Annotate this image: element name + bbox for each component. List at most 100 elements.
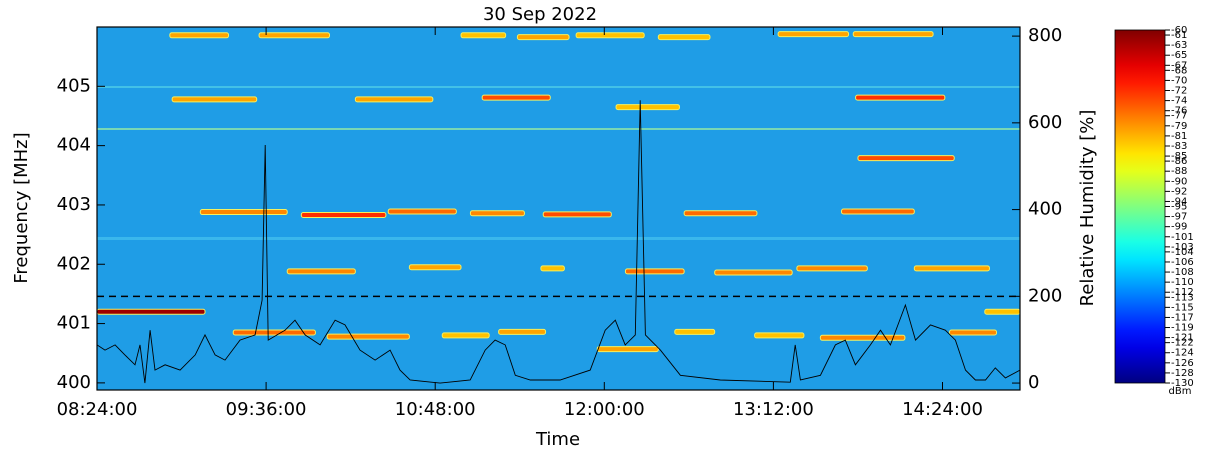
colorbar-tick-label: -112 xyxy=(1171,287,1194,298)
y-tick-label: 402 xyxy=(57,253,91,274)
signal xyxy=(97,308,206,315)
signal xyxy=(857,155,955,162)
colorbar-tick-label: -81 xyxy=(1171,131,1187,142)
colorbar-tick-label: -104 xyxy=(1171,247,1194,258)
colorbar-tick-label: -61 xyxy=(1171,30,1187,41)
signal xyxy=(777,31,850,38)
x-tick-label: 12:00:00 xyxy=(564,399,645,420)
colorbar-tick-label: -68 xyxy=(1171,65,1187,76)
colorbar-tick-label: -113 xyxy=(1171,292,1194,303)
colorbar-tick-label: -117 xyxy=(1171,312,1194,323)
y-tick-label: 400 xyxy=(57,372,91,393)
colorbar-tick-label: -60 xyxy=(1171,25,1187,36)
signal xyxy=(624,268,685,275)
signal xyxy=(852,31,934,38)
colorbar-tick-label: -110 xyxy=(1171,277,1194,288)
signal xyxy=(913,265,990,272)
signal xyxy=(575,32,645,39)
signal xyxy=(408,264,462,271)
colorbar-tick-label: -99 xyxy=(1171,222,1187,233)
signal xyxy=(169,32,230,39)
colorbar-tick-label: -95 xyxy=(1171,202,1187,213)
colorbar-tick-label: -79 xyxy=(1171,121,1187,132)
colorbar-tick-label: -103 xyxy=(1171,242,1194,253)
colorbar-tick-label: -121 xyxy=(1171,333,1194,344)
signal xyxy=(855,94,946,101)
x-axis-label: Time xyxy=(535,429,580,450)
y2-tick-label: 600 xyxy=(1028,112,1062,133)
colorbar-tick-label: -70 xyxy=(1171,75,1187,86)
y-tick-label: 405 xyxy=(57,75,91,96)
colorbar-tick-label: -115 xyxy=(1171,302,1194,313)
background-band xyxy=(97,128,1020,130)
colorbar-tick-label: -67 xyxy=(1171,60,1187,71)
colorbar-tick-label: -74 xyxy=(1171,96,1187,107)
signal xyxy=(540,265,565,272)
signal xyxy=(258,32,331,39)
colorbar-tick-label: -94 xyxy=(1171,196,1187,207)
x-tick-label: 09:36:00 xyxy=(226,399,307,420)
signal xyxy=(754,332,805,339)
signal xyxy=(354,96,434,103)
signal xyxy=(286,268,356,275)
background-band xyxy=(97,86,1020,88)
colorbar-tick-label: -124 xyxy=(1171,348,1194,359)
x-tick-label: 13:12:00 xyxy=(733,399,814,420)
x-tick-label: 14:24:00 xyxy=(902,399,983,420)
colorbar-tick-label: -130 xyxy=(1171,378,1194,389)
x-tick-label: 10:48:00 xyxy=(395,399,476,420)
y-tick-label: 403 xyxy=(57,194,91,215)
chart-title: 30 Sep 2022 xyxy=(483,4,597,25)
colorbar-tick-label: -106 xyxy=(1171,257,1194,268)
signal xyxy=(657,34,711,41)
y2-tick-label: 200 xyxy=(1028,285,1062,306)
colorbar-tick-label: -86 xyxy=(1171,156,1187,167)
colorbar-tick-label: -88 xyxy=(1171,166,1187,177)
colorbar-tick-label: -76 xyxy=(1171,106,1187,117)
signal xyxy=(326,333,410,340)
colorbar-tick-label: -72 xyxy=(1171,86,1187,97)
signal xyxy=(596,346,659,353)
colorbar-tick-label: -90 xyxy=(1171,176,1187,187)
background-band xyxy=(97,237,1020,240)
colorbar-tick-label: -63 xyxy=(1171,40,1187,51)
colorbar-tick-label: -119 xyxy=(1171,323,1194,334)
colorbar-tick-label: -92 xyxy=(1171,186,1187,197)
y2-axis-label: Relative Humidity [%] xyxy=(1077,110,1098,307)
y2-tick-label: 400 xyxy=(1028,199,1062,220)
signal xyxy=(300,212,387,219)
signal xyxy=(615,104,680,111)
signal xyxy=(469,210,525,217)
y-axis-label: Frequency [MHz] xyxy=(11,132,32,283)
colorbar-tick-label: -101 xyxy=(1171,232,1194,243)
y-tick-label: 401 xyxy=(57,313,91,334)
signal xyxy=(498,328,547,335)
colorbar-tick-label: -65 xyxy=(1171,50,1187,61)
y2-tick-label: 0 xyxy=(1028,372,1039,393)
signal xyxy=(199,209,288,216)
x-tick-label: 08:24:00 xyxy=(57,399,138,420)
colorbar-tick-label: -97 xyxy=(1171,212,1187,223)
humidity-line xyxy=(97,100,1020,384)
signal xyxy=(949,329,998,336)
signal xyxy=(714,269,793,276)
signal xyxy=(674,328,716,335)
colorbar-tick-label: -85 xyxy=(1171,151,1187,162)
signal xyxy=(984,308,1020,315)
signal xyxy=(542,211,612,218)
signal xyxy=(796,265,868,272)
signal xyxy=(171,96,258,103)
signal xyxy=(841,208,915,215)
colorbar-tick-label: -126 xyxy=(1171,358,1194,369)
signal xyxy=(460,32,507,39)
signal xyxy=(516,34,570,41)
y2-tick-label: 800 xyxy=(1028,25,1062,46)
signal xyxy=(481,94,551,101)
colorbar-unit: dBm xyxy=(1169,386,1192,397)
signal xyxy=(441,332,490,339)
colorbar-tick-label: -128 xyxy=(1171,368,1194,379)
plot-frame xyxy=(96,26,1021,391)
signal xyxy=(819,334,906,341)
colorbar-tick-label: -122 xyxy=(1171,338,1194,349)
